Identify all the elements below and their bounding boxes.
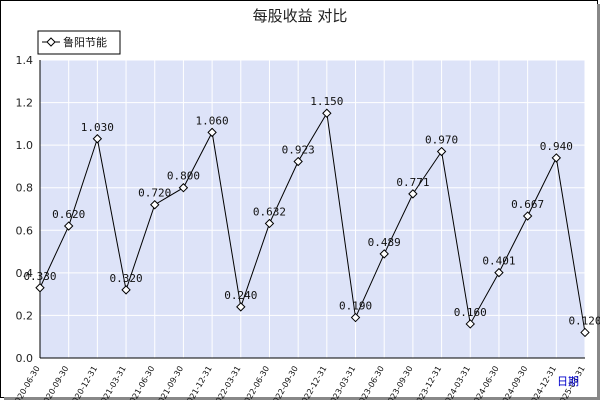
data-point-marker bbox=[35, 283, 45, 293]
data-label: 0.970 bbox=[425, 134, 458, 147]
y-tick-label: 0.4 bbox=[16, 267, 34, 280]
data-label: 0.401 bbox=[482, 255, 515, 268]
data-label: 0.489 bbox=[368, 236, 401, 249]
data-point-marker bbox=[522, 211, 533, 221]
data-label: 0.190 bbox=[339, 300, 372, 313]
data-label: 1.030 bbox=[81, 121, 114, 134]
data-point-marker bbox=[121, 285, 131, 295]
data-label: 0.923 bbox=[282, 144, 315, 157]
data-point-marker bbox=[236, 302, 246, 312]
data-label: 0.771 bbox=[396, 176, 429, 189]
data-label: 0.940 bbox=[540, 140, 573, 153]
data-label: 0.330 bbox=[23, 270, 56, 283]
data-point-marker bbox=[92, 134, 103, 144]
data-point-marker bbox=[408, 189, 418, 199]
series-line-group bbox=[39, 111, 586, 333]
data-label: 0.632 bbox=[253, 205, 286, 218]
data-point-marker bbox=[551, 153, 562, 163]
grid-lines bbox=[39, 59, 586, 359]
data-label: 0.240 bbox=[224, 289, 257, 302]
data-point-marker bbox=[293, 156, 303, 167]
data-label: 0.620 bbox=[52, 208, 85, 221]
data-point-marker bbox=[436, 146, 447, 157]
data-point-marker bbox=[150, 200, 160, 210]
data-label: 0.667 bbox=[511, 198, 544, 211]
data-label: 0.800 bbox=[167, 170, 200, 183]
data-label: 1.060 bbox=[196, 114, 229, 127]
data-labels: 0.330 0.620 1.030 0.320 0.720 0.800 1.060 0.240… bbox=[23, 95, 600, 327]
y-axis: 0.0 0.2 0.4 0.6 0.8 1.0 1.2 1.4 bbox=[16, 54, 41, 365]
chart-shadow-bottom bbox=[4, 397, 600, 400]
data-label: 0.320 bbox=[109, 272, 142, 285]
y-tick-label: 0.8 bbox=[16, 182, 34, 195]
chart-shadow-right bbox=[597, 4, 600, 400]
data-point-marker bbox=[63, 221, 74, 231]
data-point-marker bbox=[178, 183, 189, 193]
y-tick-label: 0.0 bbox=[16, 352, 34, 365]
y-tick-label: 0.6 bbox=[16, 224, 34, 237]
data-label: 1.150 bbox=[310, 95, 343, 108]
chart-title: 每股收益 对比 bbox=[253, 7, 348, 25]
y-tick-label: 1.0 bbox=[16, 139, 34, 152]
data-point-marker bbox=[494, 267, 504, 278]
y-tick-label: 1.2 bbox=[16, 97, 34, 110]
legend-diamond-icon bbox=[46, 37, 56, 47]
data-label: 0.160 bbox=[454, 306, 487, 319]
legend: 鲁阳节能 bbox=[37, 30, 121, 55]
series-markers bbox=[35, 108, 590, 338]
data-point-marker bbox=[350, 312, 361, 323]
legend-series-name: 鲁阳节能 bbox=[63, 35, 107, 49]
y-tick-label: 1.4 bbox=[16, 54, 34, 67]
data-point-marker bbox=[207, 127, 217, 138]
data-point-marker bbox=[465, 319, 475, 329]
data-point-marker bbox=[322, 108, 332, 118]
legend-box bbox=[37, 30, 121, 55]
data-label: 0.120 bbox=[568, 314, 600, 327]
data-point-marker bbox=[580, 327, 590, 338]
data-point-marker bbox=[264, 218, 275, 229]
data-label: 0.720 bbox=[138, 187, 171, 200]
series-line bbox=[39, 111, 586, 333]
x-axis-label: 日期 bbox=[557, 375, 579, 388]
data-point-marker bbox=[379, 249, 389, 259]
y-tick-label: 0.2 bbox=[16, 309, 34, 322]
plot-area bbox=[40, 60, 585, 358]
